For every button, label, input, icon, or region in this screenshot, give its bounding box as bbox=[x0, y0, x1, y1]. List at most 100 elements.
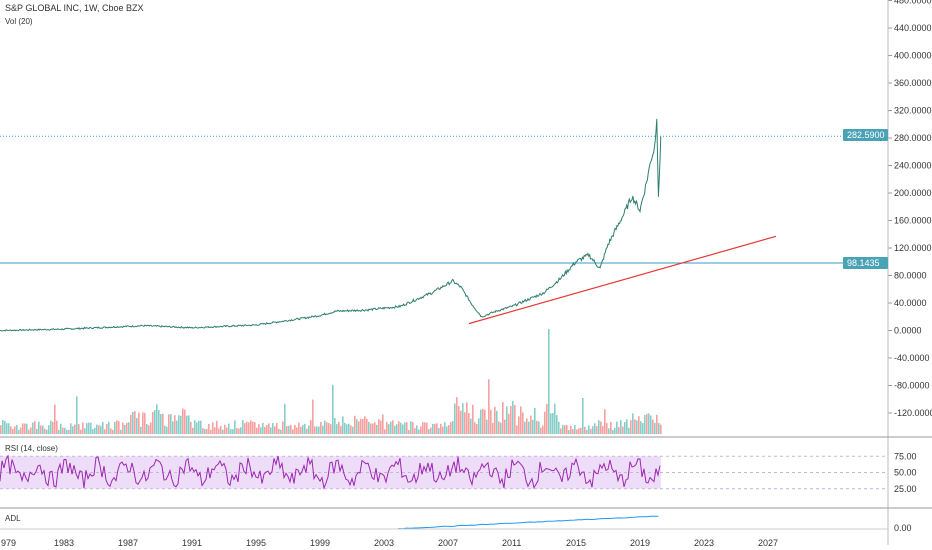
volume-bar bbox=[272, 423, 274, 434]
volume-bar bbox=[282, 421, 284, 434]
volume-bar bbox=[278, 428, 280, 434]
volume-bar bbox=[462, 403, 464, 434]
y-tick-label: 400.0000 bbox=[894, 51, 932, 61]
x-tick-label: 1983 bbox=[54, 538, 74, 548]
volume-bar bbox=[468, 413, 470, 434]
volume-bar bbox=[492, 423, 494, 434]
volume-bar bbox=[62, 427, 64, 434]
volume-bar bbox=[276, 423, 278, 434]
volume-bar bbox=[66, 429, 68, 434]
volume-bar bbox=[436, 423, 438, 434]
volume-bar bbox=[136, 418, 138, 434]
volume-bar bbox=[42, 425, 44, 434]
volume-bar bbox=[12, 428, 14, 434]
volume-bar bbox=[222, 429, 224, 434]
volume-bar bbox=[142, 412, 144, 434]
volume-bar bbox=[516, 425, 518, 434]
rsi-tick-label: 25.00 bbox=[894, 484, 917, 494]
x-tick-label: 2011 bbox=[502, 538, 521, 548]
y-tick-label: 40.0000 bbox=[894, 298, 927, 308]
volume-bar bbox=[366, 418, 368, 434]
volume-bar bbox=[364, 416, 366, 434]
volume-bar bbox=[526, 418, 528, 434]
volume-bar bbox=[238, 428, 240, 434]
volume-bar bbox=[546, 403, 548, 434]
volume-bar bbox=[60, 423, 62, 434]
volume-bar bbox=[158, 410, 160, 434]
volume-bar bbox=[230, 428, 232, 434]
volume-bar bbox=[76, 396, 78, 434]
volume-bar bbox=[52, 421, 54, 434]
volume-bar bbox=[188, 415, 190, 434]
volume-bar bbox=[590, 428, 592, 434]
x-tick-label: 1991 bbox=[182, 538, 202, 548]
volume-bar bbox=[92, 429, 94, 434]
volume-bar bbox=[370, 423, 372, 434]
volume-bar bbox=[540, 427, 542, 434]
volume-bar bbox=[482, 408, 484, 434]
adl-pane bbox=[398, 515, 659, 530]
volume-bar bbox=[292, 429, 294, 434]
volume-bar bbox=[650, 415, 652, 434]
volume-bar bbox=[232, 429, 234, 434]
volume-bar bbox=[26, 423, 28, 434]
volume-bar bbox=[328, 423, 330, 434]
volume-bar bbox=[596, 426, 598, 434]
volume-bar bbox=[116, 420, 118, 434]
trendline-layer bbox=[468, 235, 777, 325]
volume-bar bbox=[550, 413, 552, 434]
volume-bar bbox=[654, 422, 656, 434]
volume-bar bbox=[160, 414, 162, 434]
volume-bar bbox=[146, 423, 148, 434]
volume-bar bbox=[456, 397, 458, 434]
volume-bar bbox=[542, 425, 544, 434]
volume-bar bbox=[428, 429, 430, 434]
horizontal-lines bbox=[0, 135, 888, 264]
volume-bar bbox=[4, 420, 6, 434]
volume-bar bbox=[210, 429, 212, 434]
volume-bar bbox=[250, 420, 252, 434]
y-axis: 480.0000 440.0000 400.0000 360.0000 320.0000… bbox=[888, 0, 932, 533]
volume-bar bbox=[336, 424, 338, 434]
volume-bar bbox=[240, 427, 242, 434]
volume-bar bbox=[316, 426, 318, 434]
volume-bar bbox=[88, 422, 90, 434]
rsi-label: RSI (14, close) bbox=[5, 444, 58, 453]
volume-bar bbox=[588, 425, 590, 434]
volume-bar bbox=[224, 424, 226, 434]
volume-bar bbox=[8, 423, 10, 434]
volume-bar bbox=[152, 411, 154, 434]
volume-bar bbox=[82, 422, 84, 434]
volume-bar bbox=[104, 429, 106, 434]
volume-bar bbox=[310, 420, 312, 434]
volume-bar bbox=[112, 429, 114, 434]
volume-bar bbox=[202, 428, 204, 434]
volume-bar bbox=[174, 415, 176, 434]
volume-bar bbox=[228, 423, 230, 434]
volume-bar bbox=[214, 427, 216, 434]
volume-bar bbox=[294, 424, 296, 434]
y-tick-label: 160.0000 bbox=[894, 216, 932, 226]
adl-line bbox=[398, 515, 659, 530]
volume-bar bbox=[606, 422, 608, 434]
volume-bar bbox=[196, 422, 198, 434]
price-series bbox=[0, 118, 662, 332]
volume-bar bbox=[400, 422, 402, 434]
rsi-tick-label: 50.00 bbox=[894, 468, 917, 478]
volume-bar bbox=[304, 423, 306, 434]
volume-bar bbox=[474, 422, 476, 434]
volume-bar bbox=[308, 425, 310, 434]
volume-bar bbox=[536, 420, 538, 434]
volume-bar bbox=[452, 420, 454, 434]
volume-bar bbox=[262, 422, 264, 434]
symbol-title: S&P GLOBAL INC, 1W, Cboe BZX bbox=[5, 3, 144, 13]
volume-bar bbox=[422, 422, 424, 434]
volume-bar bbox=[570, 426, 572, 434]
volume-bar bbox=[454, 403, 456, 434]
volume-bar bbox=[426, 422, 428, 434]
x-tick-label: 1995 bbox=[246, 538, 266, 548]
volume-bar bbox=[476, 423, 478, 434]
volume-bar bbox=[170, 414, 172, 434]
volume-bar bbox=[46, 429, 48, 434]
volume-bar bbox=[226, 427, 228, 434]
